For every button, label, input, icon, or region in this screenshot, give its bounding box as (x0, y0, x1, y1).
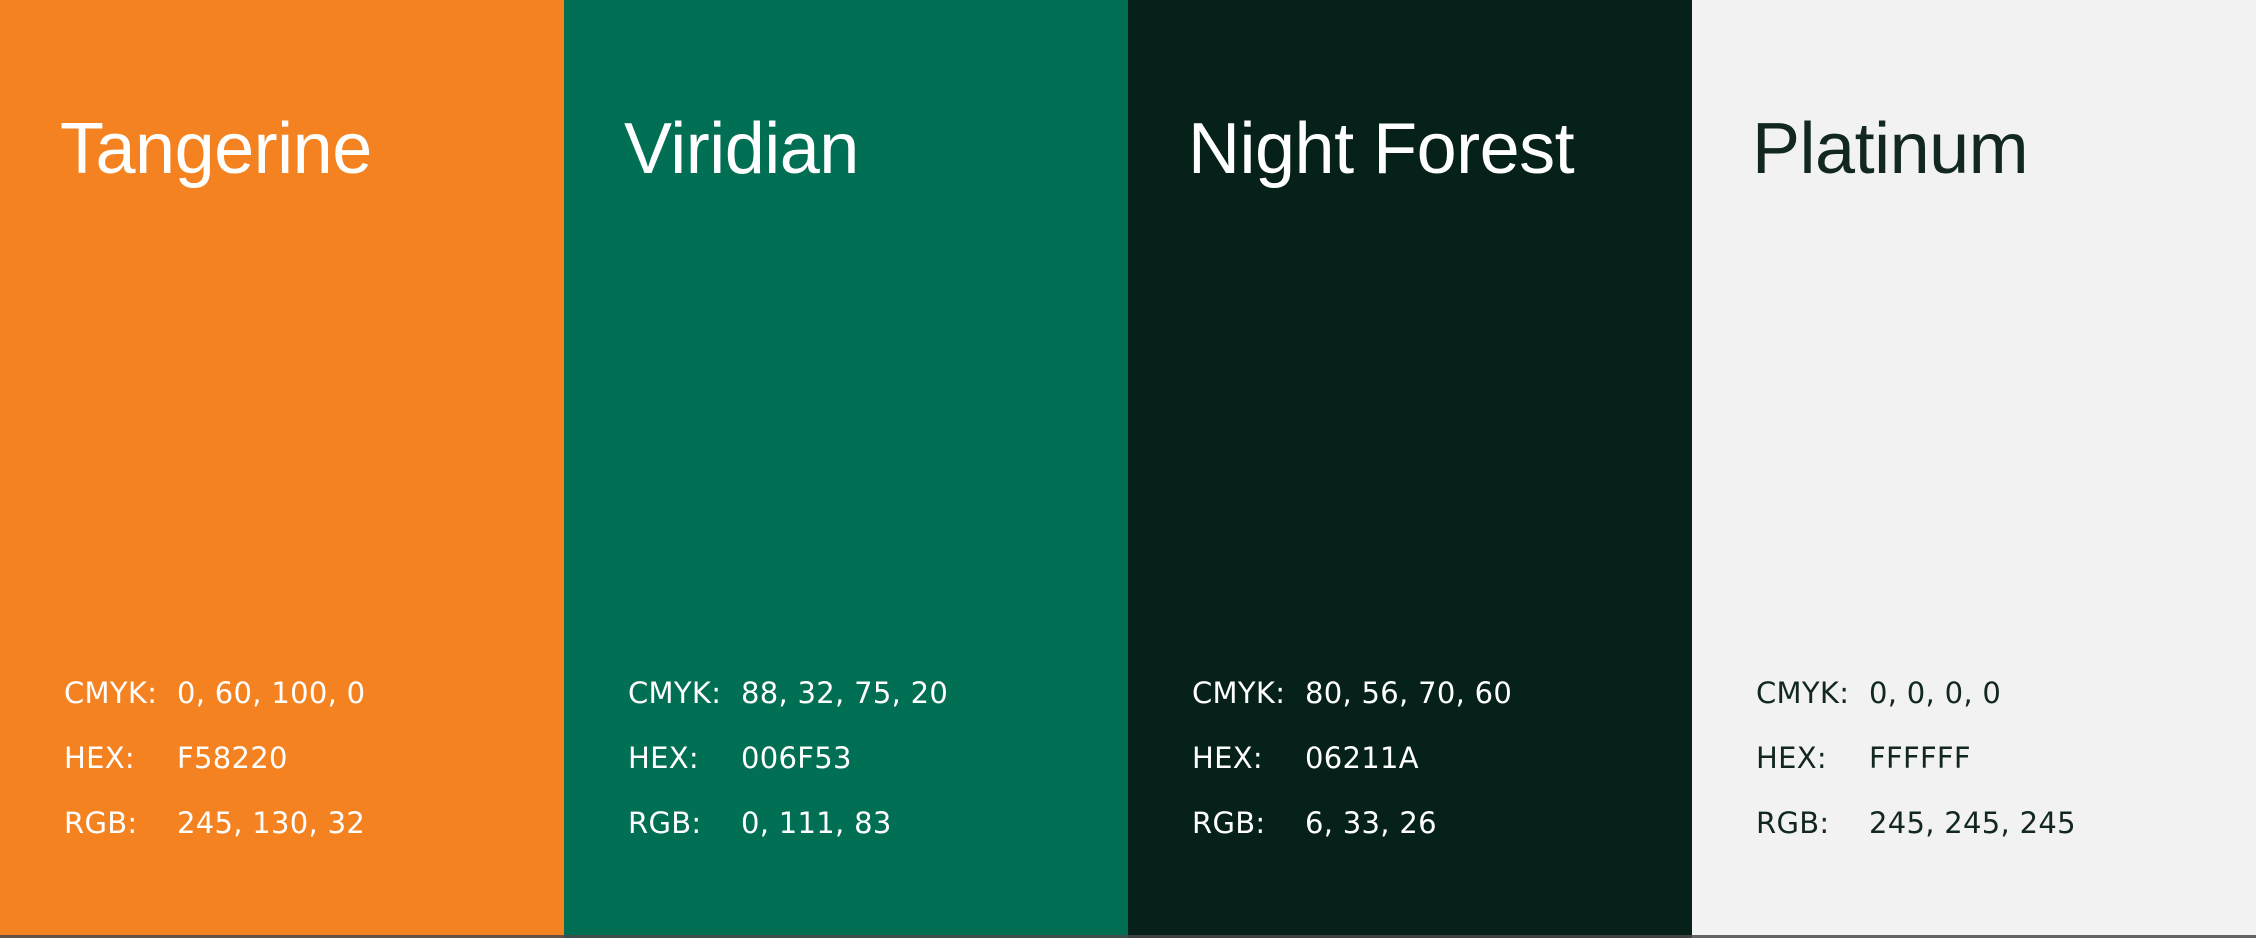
swatch-spec-row: HEX: F58220 (64, 744, 504, 809)
swatch-spec-value: 06211A (1305, 741, 1419, 775)
swatch-title: Viridian (624, 109, 859, 189)
swatch-spec-label: CMYK: (1756, 676, 1850, 710)
swatch-spec-row: HEX: 006F53 (628, 744, 1068, 809)
swatch-spec-table: CMYK: 88, 32, 75, 20 HEX: 006F53 RGB: 0, 111,… (628, 679, 1068, 874)
swatch-spec-row: RGB: 245, 130, 32 (64, 809, 504, 874)
swatch-spec-row: RGB: 0, 111, 83 (628, 809, 1068, 874)
swatch-title: Tangerine (60, 109, 372, 189)
color-swatch[interactable]: Tangerine CMYK: 0, 60, 100, 0 HEX: F58220 RGB… (0, 0, 564, 938)
color-swatch[interactable]: Night Forest CMYK: 80, 56, 70, 60 HEX: 06211… (1128, 0, 1692, 938)
swatch-spec-value: 245, 245, 245 (1869, 806, 2076, 840)
swatch-title: Night Forest (1188, 109, 1575, 189)
swatch-spec-value: 88, 32, 75, 20 (741, 676, 949, 710)
swatch-spec-label: HEX: (628, 741, 699, 775)
swatch-spec-label: CMYK: (1192, 676, 1286, 710)
swatch-spec-row: RGB: 6, 33, 26 (1192, 809, 1632, 874)
swatch-spec-row: HEX: FFFFFF (1756, 744, 2196, 809)
swatch-spec-label: RGB: (64, 806, 138, 840)
swatch-spec-value: F58220 (177, 741, 288, 775)
swatch-spec-label: HEX: (1192, 741, 1263, 775)
swatch-spec-table: CMYK: 0, 0, 0, 0 HEX: FFFFFF RGB: 245, 245, 2… (1756, 679, 2196, 874)
swatch-spec-label: RGB: (1192, 806, 1266, 840)
swatch-spec-table: CMYK: 80, 56, 70, 60 HEX: 06211A RGB: 6, 33, … (1192, 679, 1632, 874)
swatch-spec-label: CMYK: (628, 676, 722, 710)
swatch-spec-label: RGB: (1756, 806, 1830, 840)
swatch-spec-label: HEX: (64, 741, 135, 775)
swatch-spec-value: 0, 111, 83 (741, 806, 892, 840)
swatch-spec-value: FFFFFF (1869, 741, 1971, 775)
swatch-spec-label: RGB: (628, 806, 702, 840)
color-swatch[interactable]: Platinum CMYK: 0, 0, 0, 0 HEX: FFFFFF RGB: 245… (1692, 0, 2256, 938)
swatch-divider (564, 0, 566, 938)
bottom-edge-line (0, 935, 2256, 938)
swatch-spec-value: 0, 60, 100, 0 (177, 676, 366, 710)
swatch-spec-row: CMYK: 0, 0, 0, 0 (1756, 679, 2196, 744)
swatch-spec-label: CMYK: (64, 676, 158, 710)
swatch-spec-label: HEX: (1756, 741, 1827, 775)
swatch-divider (1128, 0, 1130, 938)
swatch-divider (1692, 0, 1694, 938)
swatch-spec-row: CMYK: 0, 60, 100, 0 (64, 679, 504, 744)
swatch-spec-row: CMYK: 88, 32, 75, 20 (628, 679, 1068, 744)
color-swatch[interactable]: Viridian CMYK: 88, 32, 75, 20 HEX: 006F53 RGB… (564, 0, 1128, 938)
swatch-spec-value: 80, 56, 70, 60 (1305, 676, 1513, 710)
swatch-spec-row: HEX: 06211A (1192, 744, 1632, 809)
swatch-spec-value: 006F53 (741, 741, 852, 775)
swatch-spec-table: CMYK: 0, 60, 100, 0 HEX: F58220 RGB: 245, 130… (64, 679, 504, 874)
swatch-title: Platinum (1752, 109, 2029, 189)
swatch-spec-value: 6, 33, 26 (1305, 806, 1437, 840)
swatch-spec-value: 0, 0, 0, 0 (1869, 676, 2002, 710)
swatch-spec-row: CMYK: 80, 56, 70, 60 (1192, 679, 1632, 744)
swatch-spec-row: RGB: 245, 245, 245 (1756, 809, 2196, 874)
swatch-spec-value: 245, 130, 32 (177, 806, 366, 840)
